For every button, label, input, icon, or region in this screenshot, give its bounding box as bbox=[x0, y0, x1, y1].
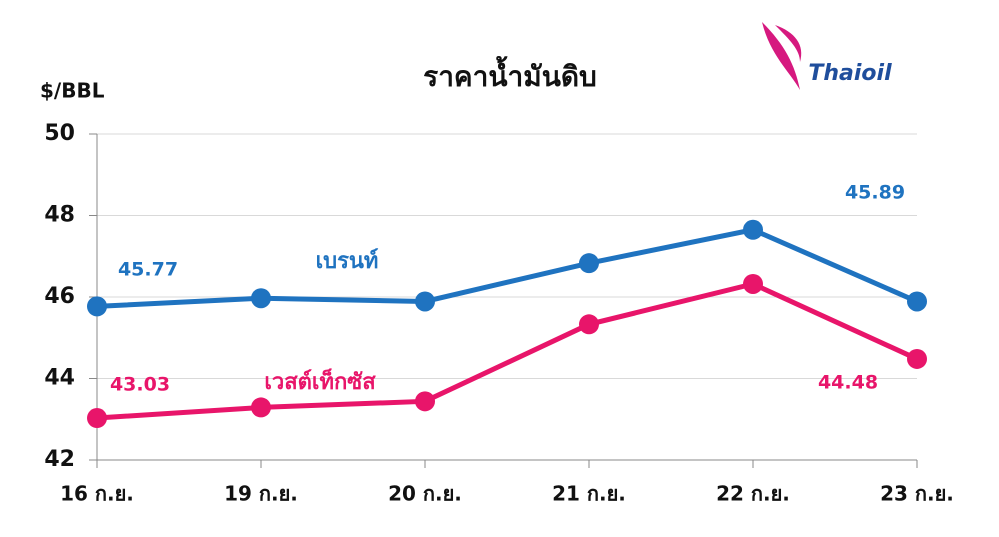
x-tick-label: 16 ก.ย. bbox=[60, 482, 134, 506]
data-label: 44.48 bbox=[818, 372, 878, 394]
data-point bbox=[87, 408, 107, 429]
x-tick-label: 21 ก.ย. bbox=[552, 482, 626, 506]
data-point bbox=[743, 219, 763, 240]
series-label: เวสต์เท็กซัส bbox=[264, 367, 376, 395]
logo-text: Thaioil bbox=[808, 61, 892, 86]
series-line bbox=[96, 281, 919, 421]
y-axis-label: $/BBL bbox=[40, 79, 105, 103]
series-line bbox=[96, 227, 919, 309]
y-tick-label: 44 bbox=[44, 366, 75, 391]
data-point bbox=[907, 348, 927, 369]
y-tick-label: 42 bbox=[44, 447, 75, 472]
data-point bbox=[743, 273, 763, 294]
x-tick-label: 20 ก.ย. bbox=[388, 482, 462, 506]
chart-title: ราคาน้ำมันดิบ bbox=[423, 55, 597, 93]
data-point bbox=[251, 288, 271, 309]
data-point bbox=[251, 397, 271, 418]
data-point bbox=[907, 291, 927, 312]
x-tick-label: 19 ก.ย. bbox=[224, 482, 298, 506]
data-point bbox=[415, 391, 435, 412]
y-tick-label: 48 bbox=[44, 203, 75, 228]
data-label: 45.77 bbox=[118, 259, 178, 281]
data-point bbox=[579, 253, 599, 274]
series-label: เบรนท์ bbox=[316, 248, 379, 274]
data-point bbox=[87, 296, 107, 317]
x-tick-label: 22 ก.ย. bbox=[716, 482, 790, 506]
y-tick-label: 50 bbox=[44, 121, 75, 146]
y-tick-label: 46 bbox=[44, 284, 75, 309]
data-point bbox=[579, 314, 599, 335]
data-label: 45.89 bbox=[845, 182, 905, 204]
data-point bbox=[415, 291, 435, 312]
x-tick-label: 23 ก.ย. bbox=[880, 482, 954, 506]
data-label: 43.03 bbox=[110, 374, 170, 396]
logo-mark bbox=[762, 22, 802, 90]
